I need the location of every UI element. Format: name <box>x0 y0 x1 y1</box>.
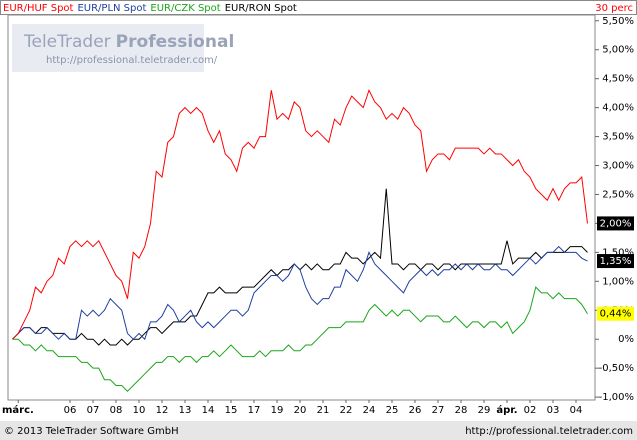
x-tick-label: 03 <box>547 405 560 416</box>
value-label-box <box>597 306 634 321</box>
value-label: 0,44% <box>600 309 632 320</box>
x-tick-label: 13 <box>179 405 192 416</box>
x-tick-label: ápr. <box>496 404 517 416</box>
copyright: © 2013 TeleTrader Software GmbH <box>4 426 179 437</box>
x-tick-label: 08 <box>110 405 123 416</box>
legend-entry: EUR/HUF Spot <box>3 3 74 14</box>
y-tick-label: 3,00% <box>602 161 634 172</box>
x-tick-label: 19 <box>271 405 284 416</box>
x-tick-label: 29 <box>478 405 491 416</box>
y-tick-label: 1,00% <box>602 276 634 287</box>
y-tick-label: 4,50% <box>602 74 634 85</box>
x-tick-label: 02 <box>524 405 537 416</box>
series-line <box>12 286 588 393</box>
y-tick-label: 3,50% <box>602 132 634 143</box>
y-tick-label: 5,50% <box>602 16 634 27</box>
value-label-box <box>597 254 634 269</box>
watermark-brand: TeleTrader <box>23 32 111 52</box>
x-tick-label: 07 <box>87 405 100 416</box>
y-tick-label: 4,00% <box>602 103 634 114</box>
x-tick-label: 12 <box>156 405 169 416</box>
footer-url: http://professional.teletrader.com <box>465 426 633 437</box>
legend-entry: EUR/CZK Spot <box>150 3 220 14</box>
y-tick-label: -0,50% <box>599 363 634 374</box>
y-tick-label: 2,50% <box>602 189 634 200</box>
x-tick-label: 26 <box>409 405 422 416</box>
x-tick-label: 24 <box>363 405 376 416</box>
value-label-box <box>597 216 634 231</box>
series-line <box>12 88 588 340</box>
x-tick-label: 10 <box>133 405 146 416</box>
footer-bar <box>0 421 637 440</box>
y-tick-label: -1,00% <box>599 392 634 403</box>
watermark-product: Professional <box>116 32 235 52</box>
x-tick-label: 28 <box>455 405 468 416</box>
interval: 30 perc <box>595 3 633 14</box>
x-tick-label: 06 <box>64 405 77 416</box>
x-tick-label: 25 <box>386 405 399 416</box>
x-tick-label: 21 <box>317 405 330 416</box>
value-label: 2,00% <box>600 218 632 229</box>
x-tick-label: 14 <box>202 405 215 416</box>
y-tick-label: 5,00% <box>602 45 634 56</box>
value-label: 1,35% <box>600 256 632 267</box>
legend-entry: EUR/PLN Spot <box>77 3 146 14</box>
x-tick-label: 27 <box>432 405 445 416</box>
watermark-box <box>12 24 204 72</box>
x-tick-label: 20 <box>294 405 307 416</box>
y-tick-label: 1,50% <box>602 247 634 258</box>
x-tick-label: márc. <box>2 404 34 416</box>
y-tick-label: 0% <box>618 334 634 345</box>
x-tick-label: 15 <box>225 405 238 416</box>
x-tick-label: 04 <box>570 405 583 416</box>
series-line <box>12 245 588 341</box>
legend-entry: EUR/RON Spot <box>225 3 297 14</box>
x-tick-label: 22 <box>340 405 353 416</box>
plot-frame <box>7 14 596 401</box>
watermark-url: http://professional.teletrader.com/ <box>46 55 218 66</box>
x-tick-label: 17 <box>248 405 261 416</box>
